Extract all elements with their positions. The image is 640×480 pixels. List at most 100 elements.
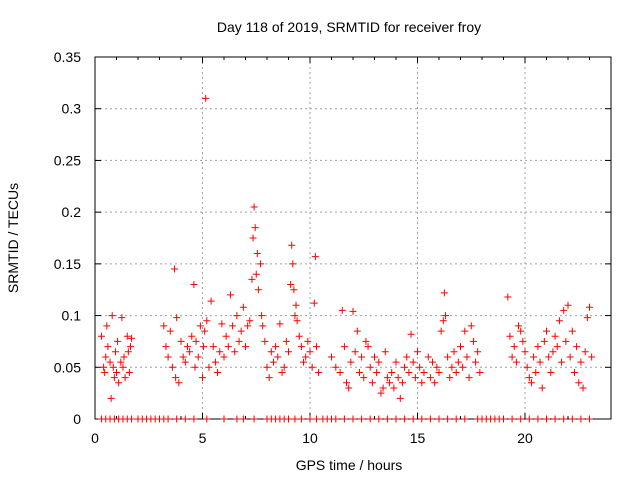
data-point — [115, 379, 123, 387]
data-point — [553, 343, 561, 351]
data-point — [287, 281, 295, 289]
data-point — [111, 348, 119, 356]
data-point — [358, 415, 366, 423]
data-point — [409, 415, 417, 423]
y-tick-label: 0.05 — [54, 359, 81, 375]
data-point — [253, 250, 261, 258]
data-point — [534, 343, 542, 351]
data-point — [168, 363, 176, 371]
data-point — [407, 330, 415, 338]
data-point — [588, 353, 596, 361]
data-point — [377, 389, 385, 397]
data-point — [166, 327, 174, 335]
data-point — [114, 337, 122, 345]
data-point — [252, 270, 260, 278]
data-point — [220, 353, 228, 361]
data-point — [401, 415, 409, 423]
data-point — [416, 363, 424, 371]
data-point — [292, 301, 300, 309]
data-point — [448, 363, 456, 371]
data-point — [543, 327, 550, 335]
data-point — [272, 343, 280, 351]
y-tick-label: 0 — [73, 411, 81, 427]
data-point — [519, 337, 527, 345]
data-point — [229, 322, 237, 330]
data-point — [186, 348, 194, 356]
x-tick-label: 15 — [410, 430, 426, 446]
data-point — [566, 353, 574, 361]
data-point — [388, 368, 396, 376]
data-point — [179, 353, 187, 361]
data-point — [461, 415, 469, 423]
data-point — [392, 358, 400, 366]
data-point — [355, 368, 363, 376]
data-point — [192, 337, 200, 345]
x-tick-label: 0 — [91, 430, 99, 446]
data-point — [311, 253, 319, 261]
data-point — [463, 353, 471, 361]
data-point — [452, 415, 460, 423]
data-point — [201, 327, 209, 335]
data-point — [375, 415, 383, 423]
data-point — [297, 415, 305, 423]
data-point — [126, 343, 134, 351]
data-point — [175, 379, 183, 387]
data-point — [261, 337, 269, 345]
data-point — [328, 353, 335, 361]
data-point — [577, 415, 585, 423]
data-point — [226, 291, 234, 299]
data-point — [570, 368, 578, 376]
data-point — [306, 348, 314, 356]
data-point — [392, 415, 400, 423]
data-point — [107, 394, 115, 402]
data-point — [300, 358, 308, 366]
data-point — [216, 348, 224, 356]
data-point — [207, 297, 215, 305]
data-point — [517, 327, 525, 335]
data-point — [113, 368, 120, 376]
data-point — [414, 348, 421, 356]
data-point — [500, 415, 507, 423]
data-point — [351, 348, 359, 356]
data-point — [162, 343, 170, 351]
data-point — [383, 374, 391, 382]
data-point — [97, 332, 105, 340]
x-tick-label: 10 — [302, 430, 318, 446]
data-point — [203, 317, 211, 325]
data-point — [196, 322, 204, 330]
data-point — [383, 415, 391, 423]
data-point — [426, 415, 434, 423]
data-point — [310, 299, 318, 307]
data-point — [293, 317, 301, 325]
data-point — [429, 358, 437, 366]
data-point — [525, 415, 533, 423]
data-point — [209, 343, 217, 351]
data-point — [530, 353, 538, 361]
data-point — [120, 353, 128, 361]
data-point — [190, 415, 198, 423]
data-point — [248, 275, 256, 283]
data-point — [214, 368, 222, 376]
data-point — [205, 363, 213, 371]
data-point — [510, 343, 518, 351]
data-point — [315, 368, 323, 376]
data-point — [575, 379, 583, 387]
data-point — [543, 415, 550, 423]
data-point — [441, 312, 449, 320]
y-tick-label: 0.25 — [54, 152, 81, 168]
y-axis-label: SRMTID / TECUs — [5, 183, 21, 293]
data-point — [338, 306, 346, 314]
data-point — [349, 415, 357, 423]
data-point — [172, 374, 180, 382]
data-point — [461, 327, 469, 335]
data-point — [181, 358, 189, 366]
data-point — [562, 337, 570, 345]
data-point — [360, 374, 368, 382]
data-point — [306, 415, 314, 423]
data-point — [472, 358, 480, 366]
data-point — [439, 317, 447, 325]
data-point — [340, 415, 348, 423]
data-point — [431, 379, 439, 387]
data-point — [173, 415, 181, 423]
data-point — [340, 343, 348, 351]
